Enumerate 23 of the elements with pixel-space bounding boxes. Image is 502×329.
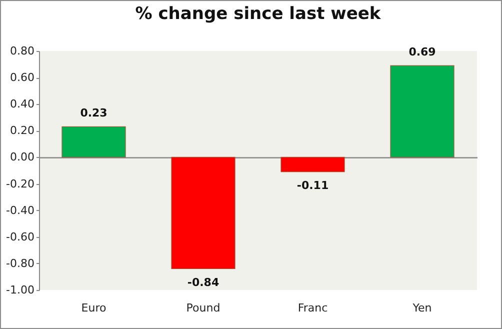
x-tick-label: Euro — [81, 302, 106, 314]
y-tick-label: 0.80 — [10, 44, 34, 58]
bar — [280, 156, 345, 172]
y-tick-label: -0.60 — [6, 230, 34, 244]
y-tick-label: -0.80 — [6, 256, 34, 270]
chart-title: % change since last week — [135, 4, 382, 24]
y-tick-label: 0.20 — [10, 124, 34, 138]
y-tick-label: 0.60 — [10, 71, 34, 84]
y-tick-label: 0.40 — [10, 98, 34, 111]
x-tick-label: Pound — [186, 302, 220, 314]
x-tick-label: Franc — [298, 302, 328, 314]
y-tick-label: -0.40 — [6, 204, 34, 217]
bar — [171, 156, 236, 270]
data-label: 0.69 — [408, 46, 436, 59]
data-label: -0.84 — [187, 276, 220, 289]
y-tick-label: 0.00 — [10, 150, 34, 164]
data-label: -0.11 — [296, 178, 329, 192]
x-tick-label: Yen — [412, 302, 432, 314]
data-label: 0.23 — [80, 106, 108, 120]
y-tick-label: -0.20 — [6, 177, 34, 190]
bar — [390, 65, 454, 158]
y-tick-label: -1.00 — [6, 284, 34, 296]
bar — [62, 126, 126, 158]
